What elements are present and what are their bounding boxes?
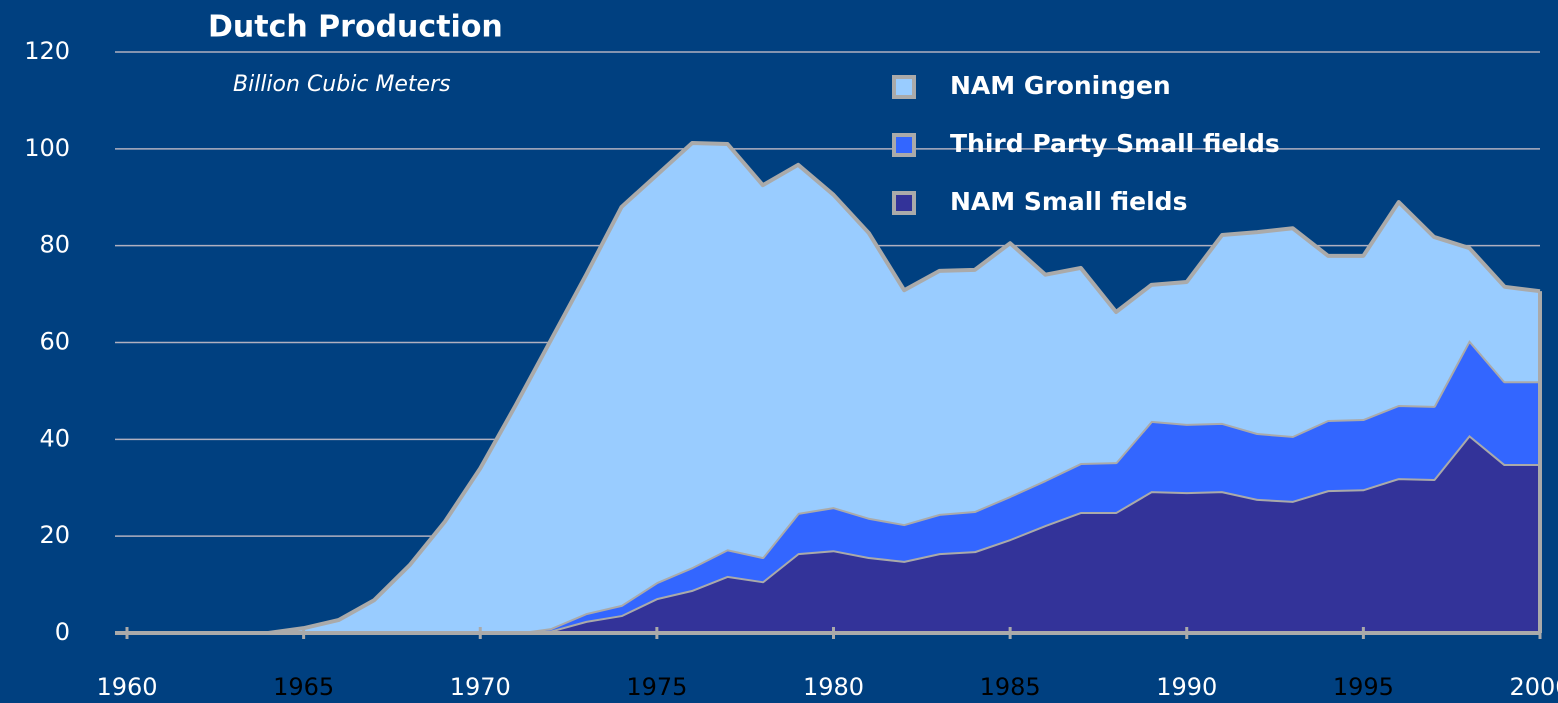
- y-tick-label: 20: [39, 521, 70, 549]
- legend-swatch: [892, 191, 916, 215]
- area: [127, 143, 1540, 634]
- y-tick-label: 60: [39, 328, 70, 356]
- y-tick-label: 120: [24, 37, 70, 65]
- y-tick-label: 40: [39, 424, 70, 452]
- x-tick-label: 1960: [96, 673, 157, 701]
- x-tick-label: 1980: [803, 673, 864, 701]
- x-tick-label: 1965: [273, 673, 334, 701]
- y-tick-label: 0: [55, 618, 70, 646]
- x-tick-label: 1970: [450, 673, 511, 701]
- area: [127, 434, 1540, 633]
- chart-subtitle: Billion Cubic Meters: [233, 72, 451, 97]
- x-tick-label: 2000: [1509, 673, 1558, 701]
- x-tick-label: 1995: [1333, 673, 1394, 701]
- legend-label: NAM Small fields: [950, 187, 1187, 216]
- area-outline: [127, 141, 1541, 635]
- legend-label: Third Party Small fields: [950, 129, 1280, 158]
- y-tick-label: 100: [24, 134, 70, 162]
- x-tick-label: 1990: [1156, 673, 1217, 701]
- chart-title: Dutch Production: [208, 10, 503, 45]
- legend-label: NAM Groningen: [950, 71, 1171, 100]
- legend-swatch: [892, 133, 916, 157]
- area: [127, 340, 1540, 633]
- x-tick-label: 1985: [980, 673, 1041, 701]
- legend-swatch: [892, 75, 916, 99]
- x-tick-label: 1975: [626, 673, 687, 701]
- y-tick-label: 80: [39, 231, 70, 259]
